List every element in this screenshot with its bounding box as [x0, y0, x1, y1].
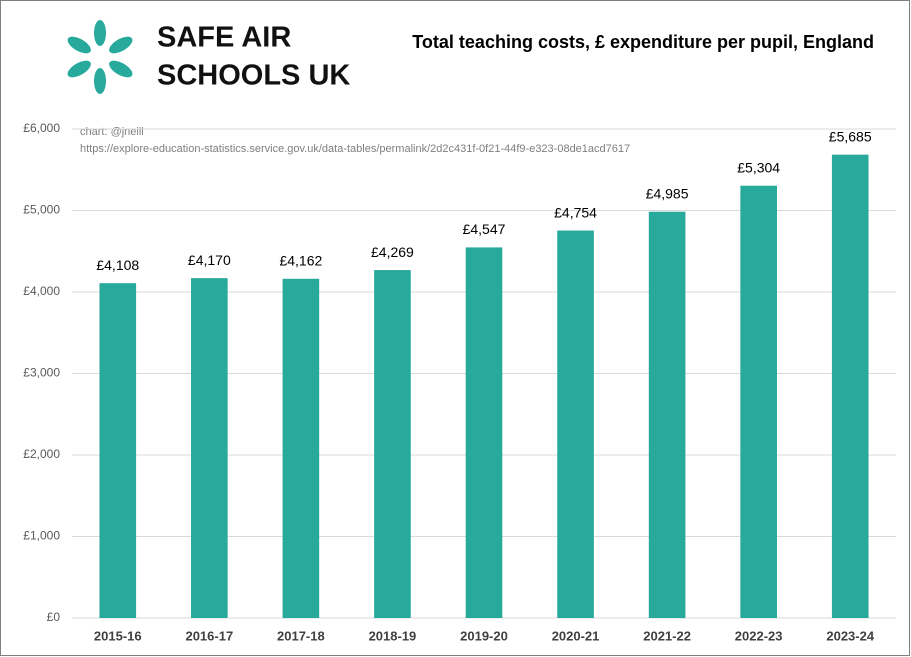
- y-tick-label: £3,000: [23, 366, 60, 380]
- bar: [557, 230, 594, 618]
- x-tick-label: 2020-21: [552, 628, 600, 643]
- value-label: £4,162: [279, 253, 322, 269]
- x-tick-label: 2017-18: [277, 628, 325, 643]
- value-label: £4,269: [371, 244, 414, 260]
- bar: [191, 278, 228, 618]
- value-label: £4,170: [188, 252, 231, 268]
- value-label: £5,685: [829, 128, 872, 144]
- value-label: £4,754: [554, 204, 597, 220]
- y-tick-label: £1,000: [23, 529, 60, 543]
- brand-line: SCHOOLS UK: [157, 60, 350, 92]
- x-tick-label: 2016-17: [185, 628, 233, 643]
- bar: [282, 278, 320, 618]
- bar: [648, 211, 686, 618]
- x-tick-label: 2018-19: [369, 628, 417, 643]
- chart-title: Total teaching costs, £ expenditure per …: [412, 32, 874, 52]
- note: chart: @jneill: [80, 126, 144, 138]
- y-tick-label: £4,000: [23, 284, 60, 298]
- bar: [740, 185, 777, 618]
- bar: [465, 247, 503, 618]
- y-tick-label: £2,000: [23, 447, 60, 461]
- value-label: £5,304: [737, 159, 780, 175]
- brand-line: SAFE AIR: [157, 22, 291, 54]
- bar: [99, 283, 137, 618]
- y-tick-label: £0: [47, 610, 61, 624]
- x-tick-label: 2015-16: [94, 628, 142, 643]
- logo: [67, 20, 133, 94]
- y-tick-label: £5,000: [23, 203, 60, 217]
- x-tick-label: 2021-22: [643, 628, 691, 643]
- note: https://explore-education-statistics.ser…: [80, 143, 630, 155]
- x-tick-label: 2019-20: [460, 628, 508, 643]
- value-label: £4,108: [96, 257, 139, 273]
- bar: [831, 154, 869, 619]
- y-tick-label: £6,000: [23, 121, 60, 135]
- x-tick-label: 2022-23: [735, 628, 783, 643]
- value-label: £4,985: [646, 185, 689, 201]
- x-tick-label: 2023-24: [826, 628, 874, 643]
- value-label: £4,547: [463, 221, 506, 237]
- bar: [374, 270, 411, 618]
